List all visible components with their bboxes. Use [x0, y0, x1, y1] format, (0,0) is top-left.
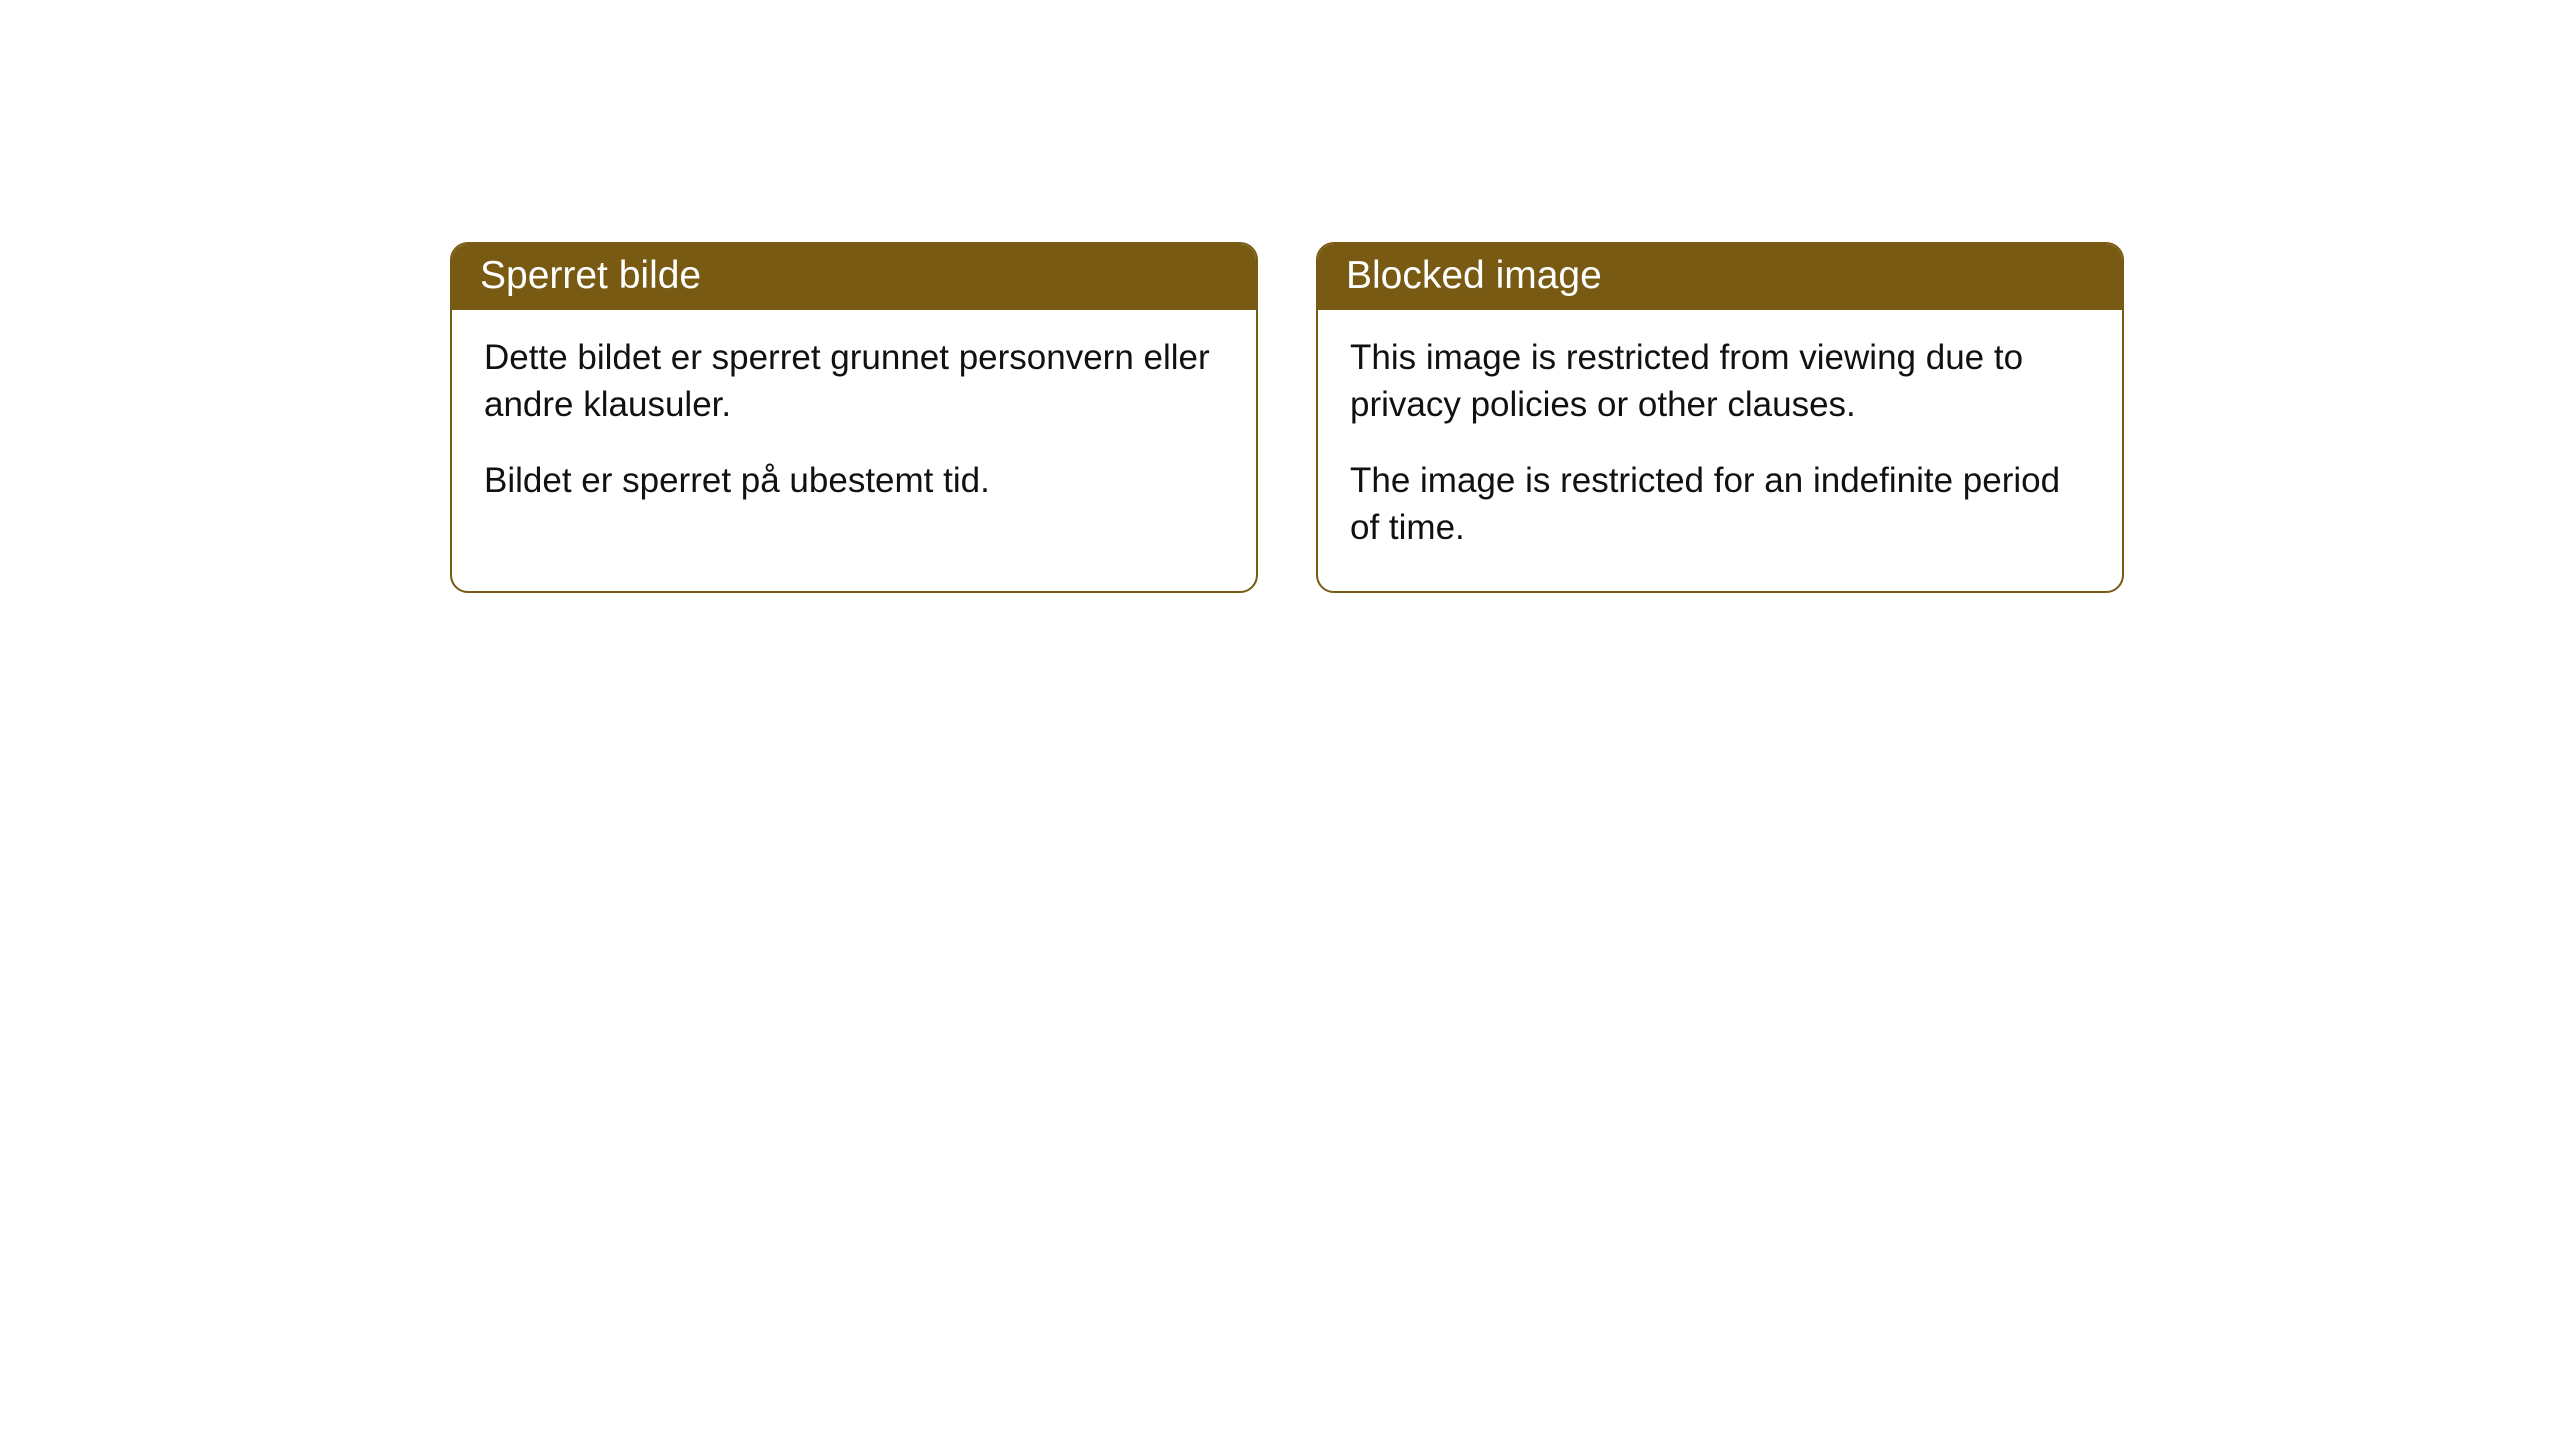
blocked-image-card-english: Blocked image This image is restricted f…: [1316, 242, 2124, 593]
notice-cards-container: Sperret bilde Dette bildet er sperret gr…: [0, 0, 2560, 593]
card-header-english: Blocked image: [1318, 244, 2122, 310]
card-paragraph: Bildet er sperret på ubestemt tid.: [484, 457, 1224, 504]
blocked-image-card-norwegian: Sperret bilde Dette bildet er sperret gr…: [450, 242, 1258, 593]
card-title: Blocked image: [1346, 254, 1602, 297]
card-paragraph: This image is restricted from viewing du…: [1350, 334, 2090, 429]
card-body-english: This image is restricted from viewing du…: [1318, 310, 2122, 591]
card-paragraph: Dette bildet er sperret grunnet personve…: [484, 334, 1224, 429]
card-header-norwegian: Sperret bilde: [452, 244, 1256, 310]
card-title: Sperret bilde: [480, 254, 701, 297]
card-body-norwegian: Dette bildet er sperret grunnet personve…: [452, 310, 1256, 544]
card-paragraph: The image is restricted for an indefinit…: [1350, 457, 2090, 552]
